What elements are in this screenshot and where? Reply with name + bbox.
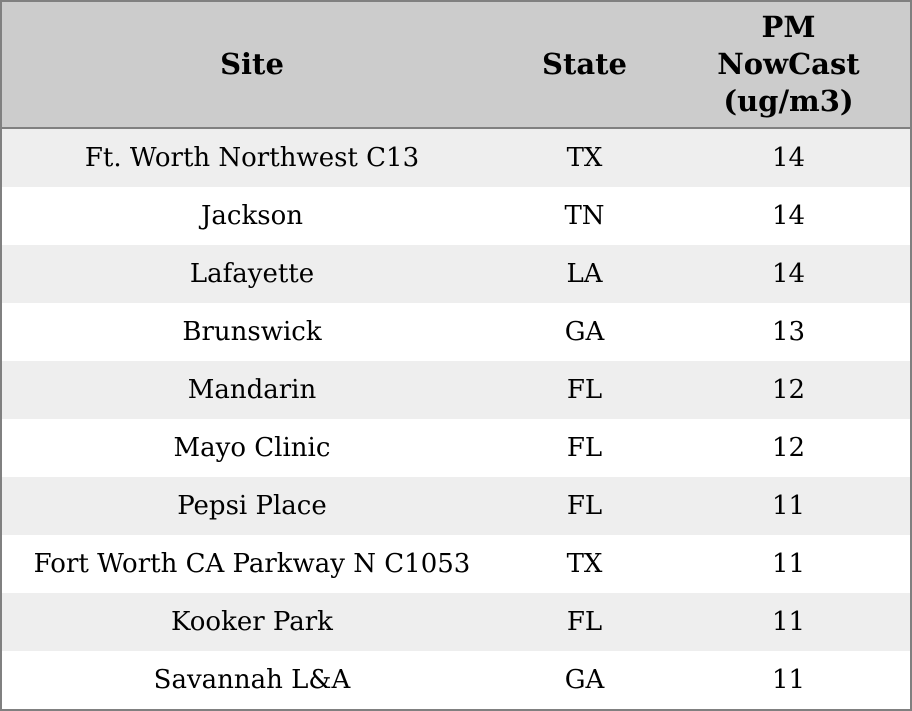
table-body: Ft. Worth Northwest C13 TX 14 Jackson TN 14 La… bbox=[2, 129, 910, 709]
cell-pm: 12 bbox=[771, 375, 806, 405]
cell-pm: 12 bbox=[771, 433, 806, 463]
table-row: Lafayette LA 14 bbox=[2, 245, 910, 303]
cell-state: FL bbox=[566, 607, 603, 637]
cell-state: FL bbox=[566, 491, 603, 521]
column-header-state: State bbox=[542, 47, 627, 81]
cell-site: Mandarin bbox=[187, 375, 317, 405]
cell-pm: 11 bbox=[771, 665, 806, 695]
table-row: Pepsi Place FL 11 bbox=[2, 477, 910, 535]
cell-pm: 14 bbox=[771, 201, 806, 231]
cell-state: GA bbox=[564, 317, 605, 347]
table-row: Jackson TN 14 bbox=[2, 187, 910, 245]
cell-pm: 11 bbox=[771, 491, 806, 521]
cell-site: Pepsi Place bbox=[177, 491, 327, 521]
table-header-row: Site State PM NowCast (ug/m3) bbox=[2, 2, 910, 129]
table-row: Mayo Clinic FL 12 bbox=[2, 419, 910, 477]
cell-site: Lafayette bbox=[189, 259, 315, 289]
table-row: Ft. Worth Northwest C13 TX 14 bbox=[2, 129, 910, 187]
cell-site: Ft. Worth Northwest C13 bbox=[84, 143, 420, 173]
cell-pm: 14 bbox=[771, 259, 806, 289]
table-row: Mandarin FL 12 bbox=[2, 361, 910, 419]
cell-site: Jackson bbox=[201, 201, 303, 231]
cell-state: FL bbox=[566, 375, 603, 405]
cell-state: TX bbox=[566, 143, 603, 173]
cell-state: GA bbox=[564, 665, 605, 695]
table-row: Savannah L&A GA 11 bbox=[2, 651, 910, 709]
cell-site: Fort Worth CA Parkway N C1053 bbox=[33, 549, 471, 579]
cell-site: Mayo Clinic bbox=[173, 433, 331, 463]
cell-pm: 14 bbox=[771, 143, 806, 173]
table-row: Fort Worth CA Parkway N C1053 TX 11 bbox=[2, 535, 910, 593]
cell-pm: 11 bbox=[771, 549, 806, 579]
cell-site: Kooker Park bbox=[171, 607, 333, 637]
cell-site: Brunswick bbox=[182, 317, 322, 347]
table-row: Brunswick GA 13 bbox=[2, 303, 910, 361]
cell-pm: 11 bbox=[771, 607, 806, 637]
column-header-site: Site bbox=[220, 47, 284, 81]
cell-state: FL bbox=[566, 433, 603, 463]
cell-state: LA bbox=[566, 259, 603, 289]
table-row: Kooker Park FL 11 bbox=[2, 593, 910, 651]
column-header-pm: PM NowCast (ug/m3) bbox=[717, 10, 860, 118]
cell-pm: 13 bbox=[771, 317, 806, 347]
cell-state: TX bbox=[566, 549, 603, 579]
cell-state: TN bbox=[564, 201, 605, 231]
cell-site: Savannah L&A bbox=[153, 665, 351, 695]
